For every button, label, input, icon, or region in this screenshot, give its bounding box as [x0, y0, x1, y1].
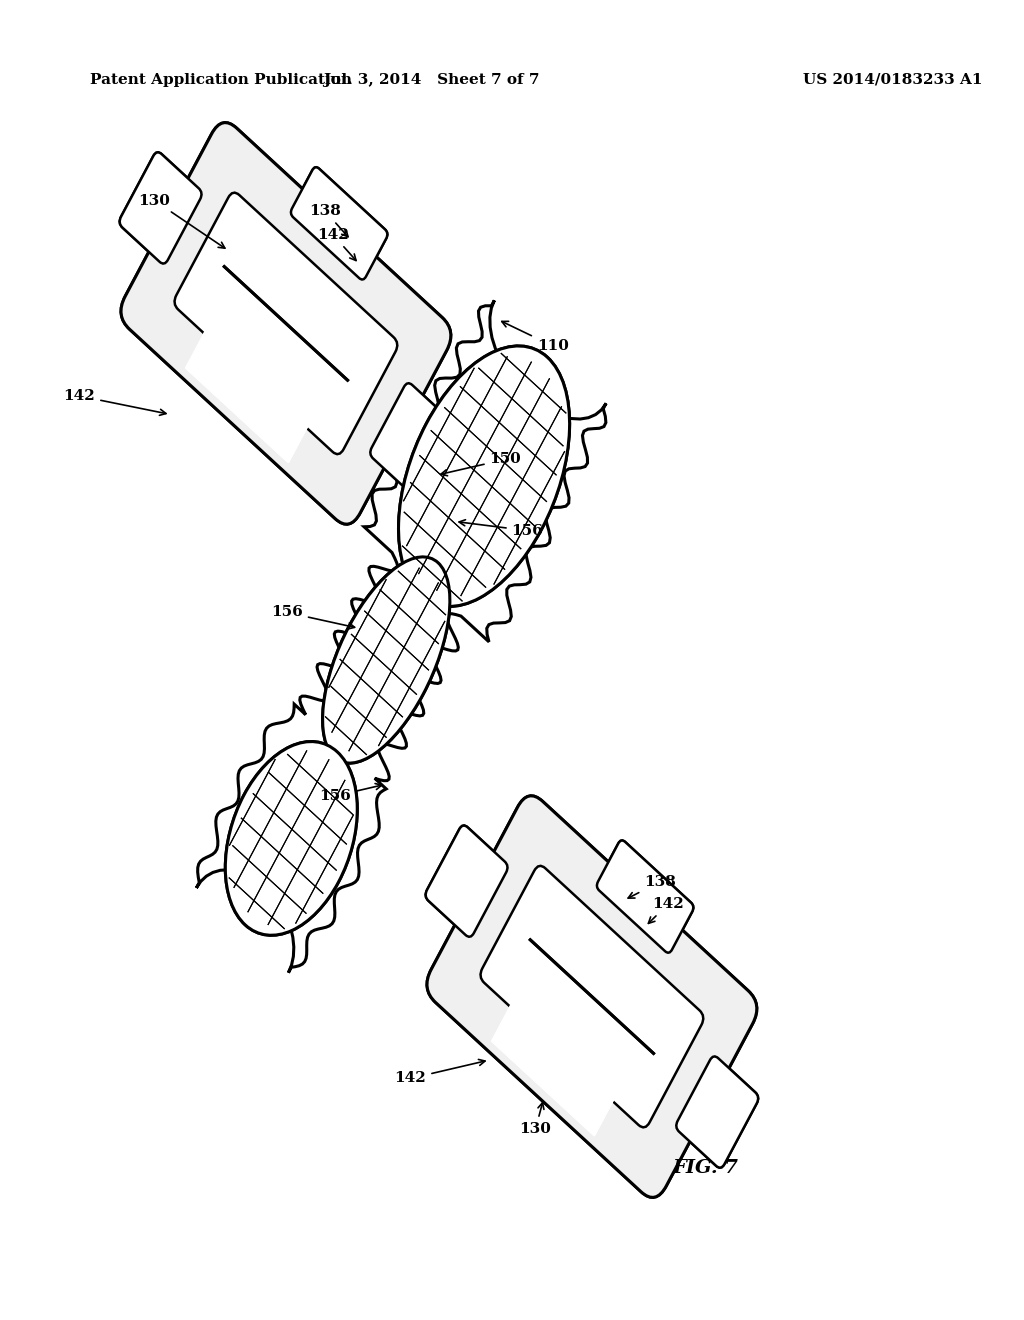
Ellipse shape [225, 742, 357, 936]
FancyBboxPatch shape [426, 825, 508, 937]
FancyBboxPatch shape [597, 841, 693, 953]
Text: 142: 142 [317, 228, 356, 260]
Text: 138: 138 [628, 875, 676, 898]
Polygon shape [492, 965, 635, 1135]
Ellipse shape [323, 557, 450, 763]
Text: FIG. 7: FIG. 7 [672, 1159, 738, 1177]
Text: 150: 150 [441, 453, 521, 475]
Polygon shape [185, 292, 329, 462]
Polygon shape [185, 292, 329, 462]
Ellipse shape [398, 346, 569, 606]
Text: 110: 110 [502, 321, 568, 352]
Ellipse shape [398, 346, 569, 606]
Text: 156: 156 [319, 784, 382, 803]
FancyBboxPatch shape [427, 796, 757, 1197]
Text: 142: 142 [63, 389, 166, 416]
FancyBboxPatch shape [597, 841, 693, 953]
Text: 138: 138 [309, 205, 348, 236]
FancyBboxPatch shape [291, 168, 387, 280]
FancyBboxPatch shape [676, 1056, 758, 1168]
FancyBboxPatch shape [426, 825, 508, 937]
FancyBboxPatch shape [121, 123, 451, 524]
FancyBboxPatch shape [480, 866, 703, 1127]
FancyBboxPatch shape [291, 168, 387, 280]
FancyBboxPatch shape [120, 152, 202, 264]
FancyBboxPatch shape [371, 383, 453, 495]
FancyBboxPatch shape [480, 866, 703, 1127]
FancyBboxPatch shape [371, 383, 453, 495]
Text: Jul. 3, 2014   Sheet 7 of 7: Jul. 3, 2014 Sheet 7 of 7 [324, 73, 540, 87]
Ellipse shape [225, 742, 357, 936]
Text: 130: 130 [519, 1102, 552, 1135]
Ellipse shape [323, 557, 450, 763]
FancyBboxPatch shape [121, 123, 451, 524]
Text: 156: 156 [459, 520, 544, 537]
Text: 130: 130 [138, 194, 225, 248]
FancyBboxPatch shape [676, 1056, 758, 1168]
FancyBboxPatch shape [174, 193, 397, 454]
Polygon shape [197, 301, 606, 973]
Text: Patent Application Publication: Patent Application Publication [90, 73, 352, 87]
FancyBboxPatch shape [120, 152, 202, 264]
Text: 156: 156 [271, 606, 354, 630]
Text: US 2014/0183233 A1: US 2014/0183233 A1 [803, 73, 982, 87]
Text: 142: 142 [394, 1060, 485, 1085]
Text: 142: 142 [648, 898, 684, 924]
FancyBboxPatch shape [174, 193, 397, 454]
FancyBboxPatch shape [427, 796, 757, 1197]
Polygon shape [492, 965, 635, 1135]
